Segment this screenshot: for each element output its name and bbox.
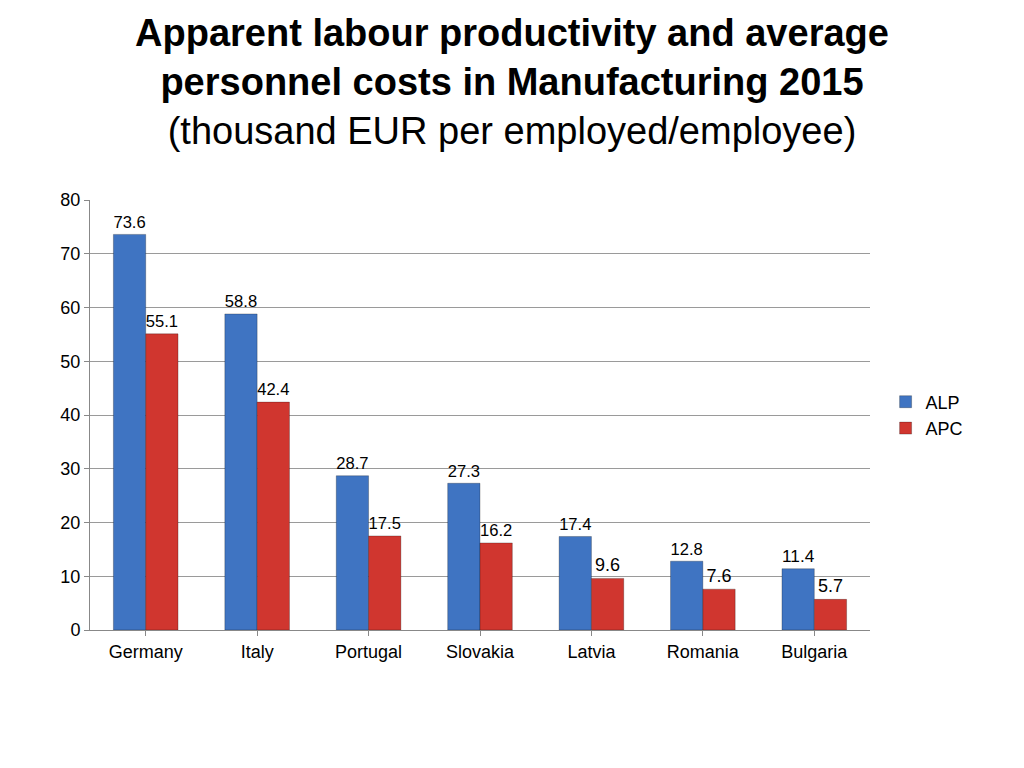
svg-text:50: 50 <box>60 352 80 372</box>
svg-text:Bulgaria: Bulgaria <box>781 642 848 662</box>
svg-text:42.4: 42.4 <box>257 380 289 399</box>
svg-text:17.5: 17.5 <box>369 514 401 533</box>
svg-text:7.6: 7.6 <box>706 566 731 586</box>
svg-text:12.8: 12.8 <box>671 540 703 559</box>
svg-text:28.7: 28.7 <box>336 454 368 473</box>
svg-text:27.3: 27.3 <box>448 462 480 481</box>
svg-text:ALP: ALP <box>926 393 960 413</box>
svg-text:5.7: 5.7 <box>818 576 843 596</box>
svg-text:40: 40 <box>60 405 80 425</box>
svg-text:58.8: 58.8 <box>225 292 257 311</box>
svg-text:Portugal: Portugal <box>335 642 402 662</box>
svg-text:9.6: 9.6 <box>595 555 620 575</box>
svg-text:30: 30 <box>60 459 80 479</box>
svg-text:Italy: Italy <box>241 642 274 662</box>
svg-text:17.4: 17.4 <box>559 515 591 534</box>
svg-text:Romania: Romania <box>667 642 740 662</box>
svg-text:10: 10 <box>60 567 80 587</box>
svg-text:73.6: 73.6 <box>113 213 145 232</box>
svg-text:16.2: 16.2 <box>480 521 512 540</box>
svg-text:Apparent labour productivity a: Apparent labour productivity and average… <box>135 12 889 153</box>
svg-text:55.1: 55.1 <box>146 312 178 331</box>
svg-text:20: 20 <box>60 513 80 533</box>
svg-text:11.4: 11.4 <box>782 546 815 566</box>
svg-text:Germany: Germany <box>109 642 183 662</box>
svg-text:APC: APC <box>926 419 963 439</box>
svg-text:0: 0 <box>70 620 80 640</box>
svg-text:Latvia: Latvia <box>567 642 616 662</box>
svg-text:Slovakia: Slovakia <box>446 642 515 662</box>
svg-text:70: 70 <box>60 244 80 264</box>
svg-text:80: 80 <box>60 190 80 210</box>
svg-text:60: 60 <box>60 298 80 318</box>
